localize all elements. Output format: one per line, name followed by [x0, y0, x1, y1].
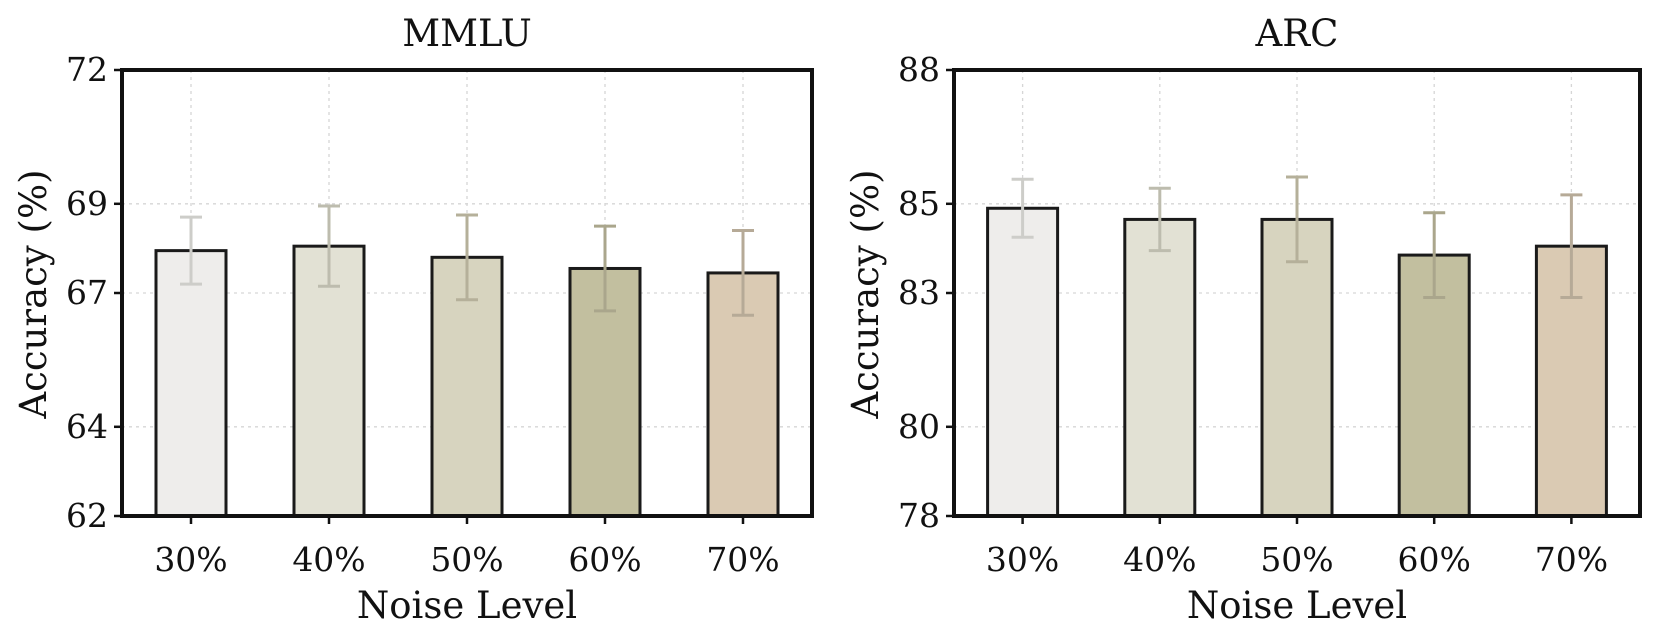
y-tick-label-arc-3: 85: [898, 184, 940, 223]
error-bar-mmlu-50pct: [456, 213, 478, 302]
bar-arc-40pct: [1123, 217, 1197, 518]
x-tick-label-arc-0: 30%: [986, 540, 1059, 579]
error-bar-arc-60pct: [1423, 211, 1446, 299]
error-bar-arc-30pct: [1011, 177, 1034, 239]
x-tick-label-mmlu-1: 40%: [292, 540, 365, 579]
error-bar-mmlu-70pct: [732, 229, 754, 317]
error-bar-arc-40pct: [1148, 186, 1171, 253]
x-tick-label-mmlu-2: 50%: [430, 540, 503, 579]
arc-panel: ARC Accuracy (%) Noise Level 78 80 83 85 88 3…: [844, 12, 1642, 627]
bar-arc-30pct: [986, 206, 1060, 518]
bar-arc-50pct: [1260, 217, 1334, 518]
x-tick-label-mmlu-3: 60%: [568, 540, 641, 579]
y-tick-label-arc-4: 88: [898, 50, 940, 89]
error-bar-mmlu-40pct: [318, 204, 340, 288]
y-tick-label-arc-0: 78: [898, 496, 940, 535]
error-bar-arc-70pct: [1560, 193, 1583, 299]
y-tick-label-mmlu-1: 64: [66, 407, 108, 446]
y-axis-label-mmlu: Accuracy (%): [12, 169, 55, 419]
chart-title-mmlu: MMLU: [402, 12, 532, 55]
chart-title-arc: ARC: [1255, 12, 1339, 55]
x-axis-label-arc: Noise Level: [1187, 584, 1407, 627]
error-bar-mmlu-60pct: [594, 224, 616, 313]
x-tick-label-arc-3: 60%: [1398, 540, 1471, 579]
y-tick-label-arc-1: 80: [898, 407, 940, 446]
y-tick-label-mmlu-2: 67: [66, 273, 108, 312]
error-bar-arc-50pct: [1286, 175, 1308, 264]
y-tick-label-mmlu-4: 72: [66, 50, 108, 89]
mmlu-panel: MMLU Accuracy (%) Noise Level 62 64 67 69 72…: [12, 12, 814, 627]
x-axis-label-mmlu: Noise Level: [357, 584, 577, 627]
x-tick-label-arc-4: 70%: [1535, 540, 1608, 579]
y-tick-label-arc-2: 83: [898, 273, 940, 312]
y-axis-label-arc: Accuracy (%): [844, 169, 887, 419]
x-tick-label-arc-2: 50%: [1260, 540, 1333, 579]
error-bar-mmlu-30pct: [180, 215, 202, 286]
y-tick-label-mmlu-3: 69: [66, 184, 108, 223]
x-tick-label-arc-1: 40%: [1123, 540, 1196, 579]
x-tick-label-mmlu-0: 30%: [154, 540, 227, 579]
bar-mmlu-30pct: [154, 249, 228, 518]
y-tick-label-mmlu-0: 62: [66, 496, 108, 535]
x-tick-label-mmlu-4: 70%: [706, 540, 779, 579]
